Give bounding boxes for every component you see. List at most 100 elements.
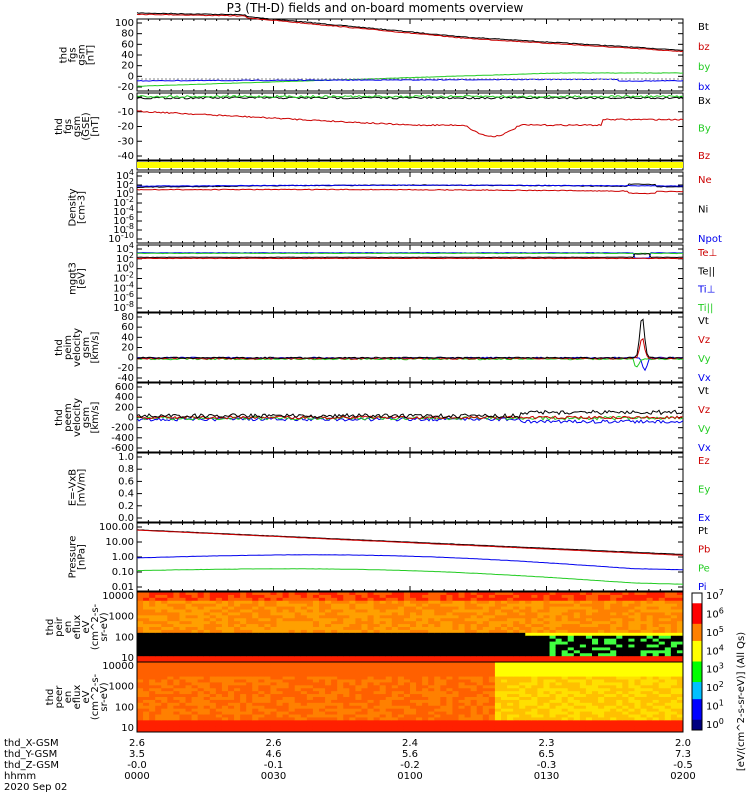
spec-cell: [664, 638, 672, 643]
spec-cell: [470, 635, 478, 640]
spec-cell: [228, 615, 235, 619]
legend-Pb: Pb: [698, 545, 710, 556]
spec-cell: [585, 635, 593, 640]
spec-cell: [215, 729, 223, 733]
spec-cell: [312, 592, 320, 596]
spec-cell: [403, 659, 411, 663]
spec-cell: [234, 714, 241, 718]
spec-cell: [422, 618, 429, 622]
spec-cell: [422, 638, 429, 643]
spec-cell: [197, 612, 205, 616]
spec-cell: [646, 618, 654, 622]
spec-cell: [379, 699, 387, 704]
spec-cell: [143, 603, 150, 608]
spec-cell: [652, 594, 660, 599]
spec-cell: [452, 653, 460, 657]
spec-cell: [470, 641, 478, 645]
spec-cell: [598, 615, 605, 619]
spec-cell: [203, 694, 211, 698]
spec-cell: [276, 629, 284, 634]
spec-cell: [185, 603, 193, 608]
spec-cell: [149, 714, 156, 718]
spec-cell: [616, 629, 623, 634]
spec-cell: [403, 682, 411, 686]
spec-cell: [270, 647, 278, 651]
spec-cell: [355, 702, 362, 707]
spec-cell: [604, 647, 611, 651]
spec-cell: [555, 621, 563, 625]
spec-cell: [397, 726, 405, 730]
spec-cell: [410, 635, 417, 640]
spec-cell: [494, 618, 502, 622]
spec-cell: [264, 685, 271, 689]
spec-cell: [282, 694, 290, 698]
spec-cell: [282, 670, 290, 675]
spec-cell: [300, 592, 308, 596]
spec-cell: [434, 676, 441, 680]
spec-cell: [379, 656, 387, 660]
spec-cell: [203, 603, 211, 608]
spec-cell: [361, 624, 369, 628]
spec-cell: [549, 621, 557, 625]
spec-cell: [555, 612, 563, 616]
spec-cell: [640, 600, 648, 605]
spec-cell: [137, 603, 144, 608]
spec-cell: [501, 670, 508, 675]
spec-cell: [598, 618, 605, 622]
spec-cell: [549, 647, 557, 651]
spec-cell: [458, 641, 466, 645]
spec-cell: [361, 603, 369, 608]
spec-cell: [306, 647, 314, 651]
spec-cell: [191, 688, 199, 692]
spec-cell: [161, 708, 168, 713]
spec-cell: [476, 600, 484, 605]
spec-cell: [161, 656, 168, 660]
spec-cell: [440, 670, 447, 675]
spec-cell: [306, 603, 314, 608]
spec-cell: [349, 618, 356, 622]
spec-cell: [470, 609, 478, 613]
spec-cell: [276, 592, 284, 596]
spec-cell: [543, 612, 551, 616]
spec-cell: [197, 656, 205, 660]
spec-cell: [567, 609, 575, 613]
spec-cell: [282, 650, 290, 654]
spec-cell: [240, 720, 247, 724]
spec-cell: [209, 618, 217, 622]
spec-cell: [410, 662, 417, 666]
spec-cell: [234, 705, 241, 710]
spec-cell: [367, 656, 375, 660]
spec-cell: [537, 621, 544, 625]
spec-cell: [391, 702, 399, 707]
spec-cell: [325, 697, 332, 701]
spec-cell: [549, 592, 557, 596]
spec-cell: [434, 702, 441, 707]
spec-cell: [221, 647, 229, 651]
spec-cell: [185, 594, 193, 599]
spec-cell: [501, 609, 508, 613]
spec-cell: [282, 720, 290, 724]
spec-cell: [464, 627, 472, 631]
spec-cell: [525, 650, 532, 654]
spec-cell: [482, 594, 490, 599]
spec-cell: [306, 702, 314, 707]
spec-cell: [161, 618, 168, 622]
spec-cell: [561, 635, 569, 640]
spec-cell: [203, 656, 211, 660]
spec-cell: [167, 609, 174, 613]
spec-cell: [137, 641, 144, 645]
spec-cell: [203, 653, 211, 657]
spec-cell: [246, 612, 253, 616]
spec-cell: [276, 656, 284, 660]
spec-cell: [464, 638, 472, 643]
spec-cell: [173, 662, 180, 666]
spec-cell: [428, 647, 435, 651]
spec-cell: [270, 682, 278, 686]
spec-cell: [598, 653, 605, 657]
spec-cell: [203, 597, 211, 602]
spec-cell: [246, 659, 253, 663]
spec-cell: [476, 647, 484, 651]
spec-cell: [228, 603, 235, 608]
spec-cell: [422, 621, 429, 625]
spec-cell: [258, 632, 265, 637]
